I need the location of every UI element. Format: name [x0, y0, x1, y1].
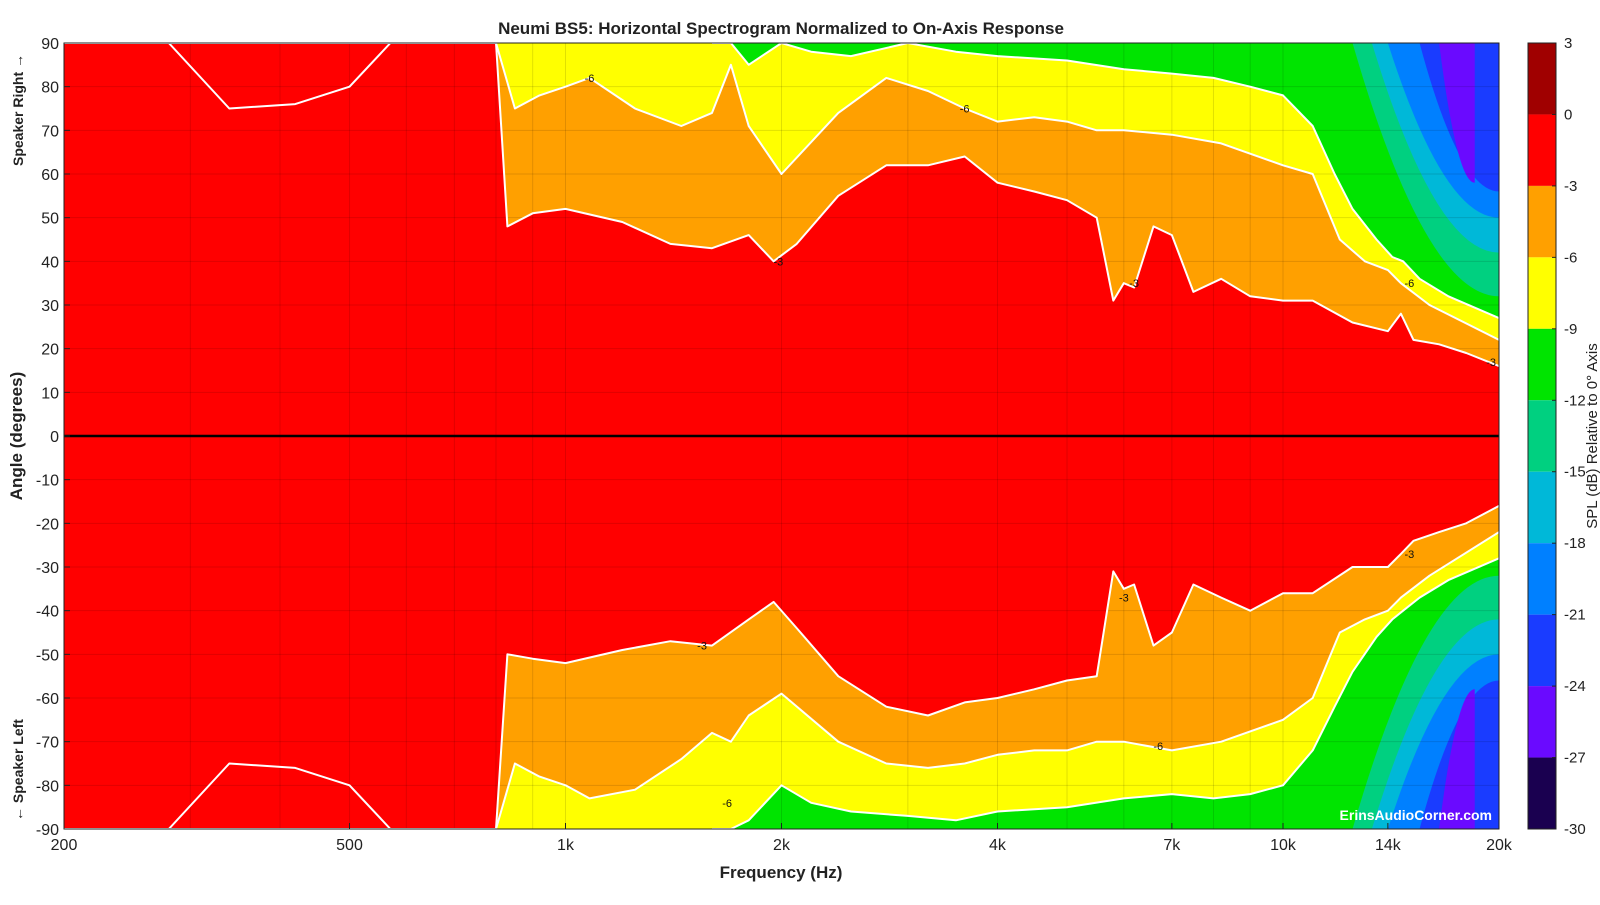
contour-line-2 — [64, 43, 1499, 341]
y-tick-label: 90 — [41, 36, 59, 53]
x-tick-label: 500 — [336, 837, 363, 854]
deep-attenuation-pocket — [1439, 43, 1475, 183]
x-tick-label: 7k — [1163, 837, 1181, 854]
y-tick-label: -20 — [36, 516, 59, 533]
x-tick-label: 200 — [51, 837, 78, 854]
contour-label: -6 — [960, 104, 970, 116]
y-tick-label: 60 — [41, 167, 59, 184]
contour-label: -6 — [1153, 741, 1163, 753]
contour-line-3 — [712, 43, 1499, 320]
contour-label: -3 — [773, 256, 783, 268]
colorbar-tick-label: -21 — [1564, 607, 1586, 624]
contour-label: -6 — [722, 798, 732, 810]
colorbar-band — [1528, 257, 1556, 329]
y-tick-label: -70 — [36, 735, 59, 752]
y-tick-label: 10 — [41, 385, 59, 402]
x-tick-label: 20k — [1486, 837, 1513, 854]
colorbar-tick-label: -15 — [1564, 464, 1586, 481]
y-axis-label: Angle (degrees) — [7, 372, 26, 500]
contour-lines — [64, 43, 1499, 829]
speaker-left-label: ← Speaker Left — [10, 719, 26, 821]
colorbar-band — [1528, 328, 1556, 401]
contour-line-1 — [64, 505, 1499, 829]
y-tick-label: 20 — [41, 342, 59, 359]
chart-title: Neumi BS5: Horizontal Spectrogram Normal… — [498, 19, 1064, 38]
colorbar-tick-label: 3 — [1564, 35, 1572, 52]
y-tick-label: -50 — [36, 647, 59, 664]
colorbar-tick-label: -3 — [1564, 178, 1577, 195]
speaker-right-label: Speaker Right → — [10, 54, 26, 166]
y-tick-label: 70 — [41, 123, 59, 140]
contour-line-3 — [712, 557, 1499, 829]
x-tick-label: 1k — [557, 837, 575, 854]
y-axis-ticks: 90 80 70 60 50 40 30 20 10 0 -10 -20 -30 -40 -50 -60 -70… — [36, 36, 70, 839]
colorbar-tick-label: -18 — [1564, 535, 1586, 552]
colorbar-band — [1528, 471, 1556, 544]
colorbar-tick-label: -27 — [1564, 750, 1586, 767]
y-tick-label: -40 — [36, 604, 59, 621]
colorbar-band — [1528, 543, 1556, 615]
colorbar-tick-label: -9 — [1564, 321, 1577, 338]
x-tick-label: 14k — [1375, 837, 1402, 854]
colorbar-tick-label: -6 — [1564, 249, 1577, 266]
colorbar-band — [1528, 757, 1556, 829]
x-axis-ticks: 200 500 1k 2k 4k 7k 10k 14k 20k — [51, 823, 1513, 854]
colorbar-tick-label: -30 — [1564, 821, 1586, 838]
y-tick-label: -30 — [36, 560, 59, 577]
watermark-text: ErinsAudioCorner.com — [1340, 807, 1492, 823]
contour-label: -6 — [1404, 278, 1414, 290]
colorbar-band — [1528, 114, 1556, 186]
colorbar-frame — [1527, 42, 1557, 830]
contour-line-2 — [64, 531, 1499, 829]
y-tick-label: 80 — [41, 80, 59, 97]
y-tick-label: 0 — [50, 429, 59, 446]
contour-line-1 — [64, 43, 1499, 368]
y-tick-label: -90 — [36, 822, 59, 839]
colorbar-band — [1528, 400, 1556, 472]
contour-label: -3 — [1404, 549, 1414, 561]
colorbar-band — [1528, 43, 1556, 115]
contour-label: -6 — [585, 73, 595, 85]
contour-label: -3 — [697, 641, 707, 653]
x-tick-label: 10k — [1270, 837, 1297, 854]
x-axis-label: Frequency (Hz) — [720, 863, 843, 882]
y-tick-label: 40 — [41, 254, 59, 271]
colorbar: 3 0 -3 -6 -9 -12 -15 -18 -21 -24 -27 -30 — [1527, 35, 1586, 838]
colorbar-tick-label: -24 — [1564, 678, 1586, 695]
colorbar-tick-label: 0 — [1564, 106, 1572, 123]
colorbar-band — [1528, 614, 1556, 687]
y-tick-label: 50 — [41, 211, 59, 228]
colorbar-tick-label: -12 — [1564, 392, 1586, 409]
y-tick-label: 30 — [41, 298, 59, 315]
y-tick-label: -60 — [36, 691, 59, 708]
contour-labels: -6 -6 -3 -3 -6 -3 -3 -3 -3 -6 -6 — [585, 73, 1496, 810]
deep-attenuation-pocket — [1439, 689, 1475, 829]
x-tick-label: 2k — [773, 837, 791, 854]
contour-label: -3 — [1119, 593, 1129, 605]
contour-label: -3 — [1486, 357, 1496, 369]
x-tick-label: 4k — [989, 837, 1007, 854]
grid-lines — [63, 42, 1500, 830]
colorbar-band — [1528, 185, 1556, 258]
colorbar-label: SPL (dB) Relative to 0° Axis — [1584, 343, 1600, 529]
colorbar-band — [1528, 686, 1556, 758]
contour-label: -3 — [1129, 278, 1139, 290]
y-tick-label: -80 — [36, 778, 59, 795]
y-tick-label: -10 — [36, 473, 59, 490]
